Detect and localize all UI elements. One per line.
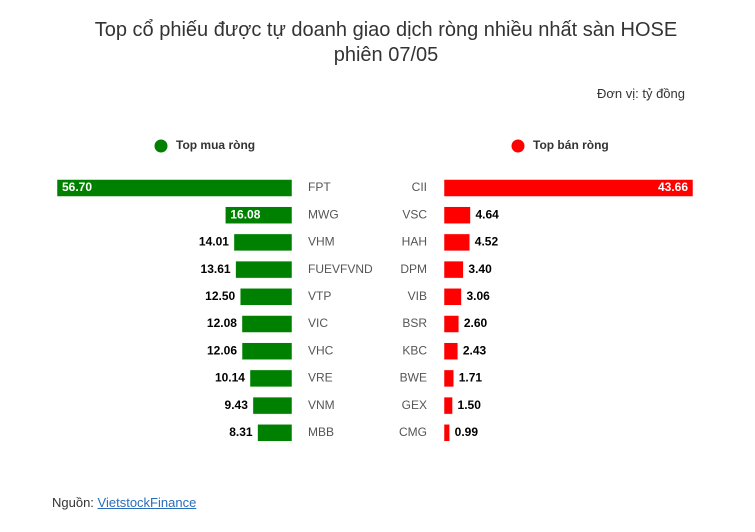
value-label: 13.61 — [201, 262, 231, 276]
value-label: 56.70 — [62, 180, 92, 194]
category-label: CII — [412, 180, 427, 194]
legend-label: Top mua ròng — [176, 138, 255, 152]
category-label: HAH — [402, 235, 427, 249]
category-label: CMG — [399, 425, 427, 439]
value-label: 1.50 — [458, 398, 482, 412]
bar — [249, 369, 293, 388]
chart-title: Top cổ phiếu được tự doanh giao dịch ròn… — [94, 19, 678, 66]
category-label: MWG — [308, 207, 339, 221]
value-label: 16.08 — [230, 207, 260, 221]
legend-dot — [154, 139, 168, 153]
category-label: VIB — [408, 289, 427, 303]
category-label: VHM — [308, 235, 335, 249]
legend-dot — [511, 139, 525, 153]
category-label: VIC — [308, 316, 328, 330]
source: Nguồn: VietstockFinance — [52, 495, 196, 510]
value-label: 3.06 — [466, 289, 490, 303]
bar — [443, 233, 471, 252]
value-label: 12.50 — [205, 289, 235, 303]
category-label: FPT — [308, 180, 331, 194]
bar — [239, 288, 293, 306]
category-label: VTP — [308, 289, 331, 303]
category-label: DPM — [400, 262, 427, 276]
bar — [443, 396, 453, 415]
bar — [443, 206, 471, 224]
bar — [443, 369, 455, 388]
bar — [443, 260, 464, 279]
value-label: 12.06 — [207, 343, 237, 357]
value-label: 3.40 — [468, 262, 492, 276]
unit-note: Đơn vị: tỷ đồng — [596, 86, 685, 101]
value-label: 2.43 — [463, 343, 487, 357]
value-label: 0.99 — [455, 425, 479, 439]
bar — [241, 342, 293, 360]
bar — [443, 342, 459, 360]
bar — [443, 315, 460, 333]
value-label: 14.01 — [199, 235, 229, 249]
category-label: VHC — [308, 343, 334, 357]
value-label: 2.60 — [464, 316, 488, 330]
bar — [443, 288, 462, 306]
bar — [56, 179, 293, 197]
bar — [443, 424, 450, 442]
category-label: GEX — [402, 398, 427, 412]
value-label: 43.66 — [658, 180, 688, 194]
category-label: BSR — [402, 316, 427, 330]
category-label: VRE — [308, 371, 333, 385]
legend-label: Top bán ròng — [533, 138, 609, 152]
source-label: Nguồn: — [52, 495, 94, 510]
category-label: FUEVFVND — [308, 262, 373, 276]
bar — [225, 206, 293, 224]
value-label: 1.71 — [459, 371, 483, 385]
bar — [257, 424, 293, 442]
value-label: 12.08 — [207, 316, 237, 330]
bar — [235, 260, 293, 279]
category-label: VSC — [402, 207, 427, 221]
bar — [233, 233, 293, 252]
value-label: 4.64 — [475, 207, 499, 221]
bar — [241, 315, 293, 333]
category-label: KBC — [402, 343, 427, 357]
value-label: 10.14 — [215, 371, 245, 385]
source-link[interactable]: VietstockFinance — [97, 495, 197, 510]
bar — [443, 179, 694, 197]
value-label: 9.43 — [225, 398, 249, 412]
bar — [252, 396, 293, 415]
value-label: 8.31 — [229, 425, 253, 439]
category-label: BWE — [400, 371, 427, 385]
category-label: MBB — [308, 425, 334, 439]
category-label: VNM — [308, 398, 335, 412]
value-label: 4.52 — [475, 235, 499, 249]
